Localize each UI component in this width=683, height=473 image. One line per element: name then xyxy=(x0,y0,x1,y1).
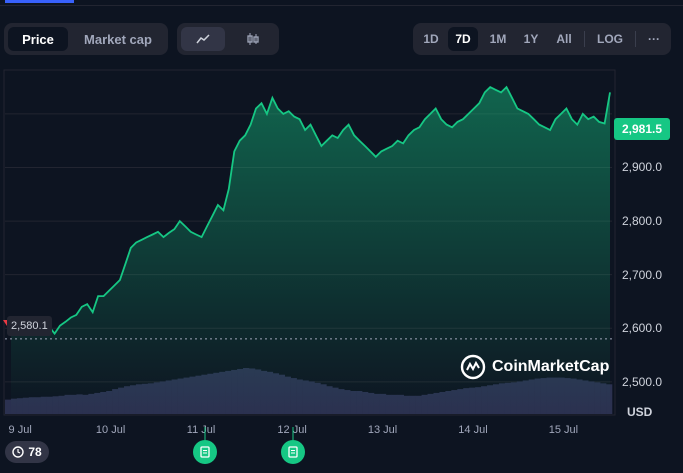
price-tab[interactable]: Price xyxy=(8,27,68,51)
range-all[interactable]: All xyxy=(556,32,572,46)
x-tick-label: 12 Jul xyxy=(277,424,307,436)
y-tick-label: 2,500.0 xyxy=(622,374,663,389)
candlestick-icon[interactable] xyxy=(231,27,275,51)
time-range-selector: 1D 7D 1M 1Y All LOG ··· xyxy=(413,23,671,55)
log-toggle[interactable]: LOG xyxy=(597,32,623,46)
market-cap-tab[interactable]: Market cap xyxy=(84,31,152,47)
x-tick-label: 11 Jul xyxy=(186,424,216,436)
range-7d[interactable]: 7D xyxy=(448,27,478,51)
current-price-label: 2,981.5 xyxy=(614,118,670,140)
clock-icon xyxy=(12,446,25,458)
news-marker-icon[interactable] xyxy=(281,440,306,464)
y-tick-label: 2,600.0 xyxy=(622,321,663,336)
active-tab-underline xyxy=(5,0,74,3)
y-tick-label: 2,900.0 xyxy=(622,160,663,175)
chart-type-toggle xyxy=(177,23,279,55)
news-marker-icon[interactable] xyxy=(193,440,218,464)
news-marker-stem xyxy=(292,427,294,440)
more-options-button[interactable]: ··· xyxy=(648,32,660,46)
watermark-text: CoinMarketCap xyxy=(492,358,610,375)
baseline-price-label: 2,580.1 xyxy=(7,316,52,336)
history-badge[interactable]: 78 xyxy=(5,441,49,463)
range-1m[interactable]: 1M xyxy=(489,32,507,46)
news-marker-stem xyxy=(204,427,206,440)
tab-divider xyxy=(0,5,683,6)
plot-frame xyxy=(3,69,616,416)
y-tick-label: 2,700.0 xyxy=(622,267,663,282)
range-separator xyxy=(584,31,585,47)
coinmarketcap-watermark: CoinMarketCap xyxy=(460,354,609,380)
x-tick-label: 9 Jul xyxy=(8,424,32,436)
range-separator xyxy=(635,31,636,47)
line-chart-icon[interactable] xyxy=(181,27,225,51)
price-marketcap-toggle: Price Market cap xyxy=(4,23,168,55)
currency-label: USD xyxy=(627,405,653,419)
x-tick-label: 10 Jul xyxy=(95,424,126,436)
x-tick-label: 14 Jul xyxy=(458,424,488,436)
coinmarketcap-logo-icon xyxy=(460,354,486,380)
range-1y[interactable]: 1Y xyxy=(523,32,539,46)
y-tick-label: 2,800.0 xyxy=(622,214,663,229)
price-line xyxy=(10,85,611,336)
price-area-fill xyxy=(11,87,610,414)
range-1d[interactable]: 1D xyxy=(423,32,439,46)
history-count: 78 xyxy=(28,445,42,459)
x-tick-label: 13 Jul xyxy=(367,424,398,436)
volume-bar xyxy=(5,399,12,414)
x-tick-label: 15 Jul xyxy=(548,424,579,436)
